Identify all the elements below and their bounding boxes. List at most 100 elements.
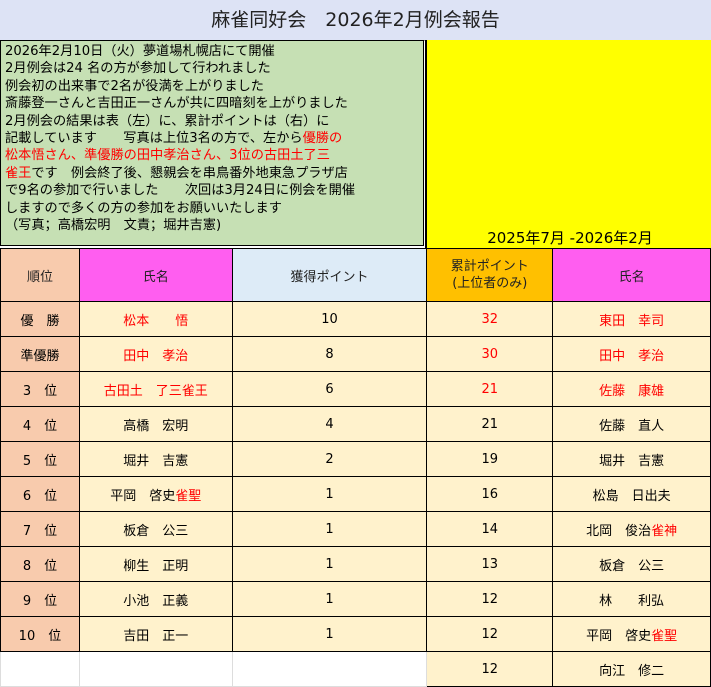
cumulative-cell: 16	[426, 476, 554, 512]
cum-name-cell-text: 堀井 吉憲	[599, 453, 665, 469]
name-cell-text: 板倉 公三	[123, 523, 189, 539]
cum-name-cell-text: 田中 孝治	[599, 348, 665, 364]
cum-name-cell-text: 松島 日出夫	[592, 488, 671, 504]
cumulative-cell: 12	[426, 581, 554, 617]
rank-cell: 7 位	[0, 511, 80, 547]
cum-name-cell: 東田 幸司	[552, 301, 711, 337]
points-cell-text: 1	[325, 626, 334, 642]
cumulative-cell-text: 16	[481, 486, 499, 502]
cum-name-cell-text: 林 利弘	[599, 593, 665, 609]
name-cell: 平岡 啓史雀聖	[78, 476, 233, 512]
header-name: 氏名	[78, 248, 233, 302]
rank-cell-text: 準優勝	[20, 348, 60, 364]
table-row: 3 位 古田土 了三雀王 6 21 佐藤 康雄	[0, 371, 711, 407]
table-row: 優 勝 松本 悟 10 32 東田 幸司	[0, 301, 711, 337]
points-cell-text: 1	[325, 591, 334, 607]
results-table: 順位 氏名 獲得ポイント 累計ポイント (上位者のみ) 氏名 優 勝 松本 悟 10…	[0, 248, 711, 687]
cum-name-cell: 田中 孝治	[552, 336, 711, 372]
cum-name-cell-text: 板倉 公三	[599, 558, 665, 574]
points-cell	[231, 651, 428, 687]
points-cell-text: 1	[325, 486, 334, 502]
name-cell: 小池 正義	[78, 581, 233, 617]
table-row: 5 位 堀井 吉憲 2 19 堀井 吉憲	[0, 441, 711, 477]
cum-name-cell: 林 利弘	[552, 581, 711, 617]
notice-text-start: 2026年2月10日（火）夢道場札幌店にて開催 2月例会は24 名の方が参加して…	[5, 44, 348, 147]
cumulative-cell: 12	[426, 616, 554, 652]
cum-name-cell-text: 北岡 俊治	[586, 523, 652, 539]
rank-cell-text: 6 位	[22, 488, 58, 504]
points-cell: 6	[231, 371, 428, 407]
table-row: 7 位 板倉 公三 1 14 北岡 俊治雀神	[0, 511, 711, 547]
cum-name-cell: 北岡 俊治雀神	[552, 511, 711, 547]
name-cell-text: 柳生 正明	[123, 558, 189, 574]
table-row: 8 位 柳生 正明 1 13 板倉 公三	[0, 546, 711, 582]
title-suffix: 雀聖	[175, 488, 202, 504]
points-cell-text: 1	[325, 556, 334, 572]
title-suffix: 雀聖	[651, 628, 678, 644]
cum-name-cell-text: 佐藤 康雄	[599, 383, 665, 399]
notice-text-end: です 例会終了後、懇親会を串鳥番外地東急プラザ店 で9名の参加で行いました 次回…	[5, 165, 356, 234]
cum-name-cell: 堀井 吉憲	[552, 441, 711, 477]
cumulative-cell-text: 12	[481, 626, 499, 642]
notice-text: 2026年2月10日（火）夢道場札幌店にて開催 2月例会は24 名の方が参加して…	[0, 40, 424, 246]
header-rank: 順位	[0, 248, 80, 302]
cumulative-cell: 13	[426, 546, 554, 582]
name-cell: 田中 孝治	[78, 336, 233, 372]
points-cell-text: 1	[325, 521, 334, 537]
notice-highlight: 優勝の 松本悟さん、準優勝の田中孝治さん、3位の古田土了三 雀王	[5, 131, 343, 181]
rank-cell: 8 位	[0, 546, 80, 582]
points-cell: 1	[231, 511, 428, 547]
name-cell: 吉田 正一	[78, 616, 233, 652]
name-cell: 高橋 宏明	[78, 406, 233, 442]
rank-cell: 3 位	[0, 371, 80, 407]
rank-cell-text: 3 位	[22, 383, 58, 399]
rank-cell: 9 位	[0, 581, 80, 617]
points-cell-text: 10	[321, 311, 338, 327]
rank-cell: 5 位	[0, 441, 80, 477]
cumulative-cell-text: 21	[481, 381, 499, 397]
cumulative-cell-text: 32	[481, 311, 499, 327]
header-cumulative: 累計ポイント (上位者のみ)	[426, 248, 554, 302]
rank-cell-text: 8 位	[22, 558, 58, 574]
table-row: 準優勝 田中 孝治 8 30 田中 孝治	[0, 336, 711, 372]
points-cell: 1	[231, 581, 428, 617]
cum-name-cell-text: 向江 修二	[599, 663, 665, 679]
cumulative-cell-text: 13	[481, 556, 499, 572]
cumulative-cell-text: 12	[481, 661, 499, 677]
period-panel: 2025年7月 -2026年2月	[425, 40, 711, 248]
rank-cell: 優 勝	[0, 301, 80, 337]
rank-cell: 4 位	[0, 406, 80, 442]
cumulative-cell: 19	[426, 441, 554, 477]
name-cell: 松本 悟	[78, 301, 233, 337]
name-cell	[78, 651, 233, 687]
rank-cell: 準優勝	[0, 336, 80, 372]
cumulative-cell-text: 19	[481, 451, 499, 467]
cum-name-cell-text: 平岡 啓史	[586, 628, 652, 644]
table-row: 4 位 高橋 宏明 4 21 佐藤 直人	[0, 406, 711, 442]
cumulative-cell: 21	[426, 371, 554, 407]
rank-cell-text: 5 位	[22, 453, 58, 469]
header-points: 獲得ポイント	[231, 248, 428, 302]
rank-cell	[0, 651, 80, 687]
cum-name-cell: 板倉 公三	[552, 546, 711, 582]
cumulative-cell: 21	[426, 406, 554, 442]
table-row: 6 位 平岡 啓史雀聖 1 16 松島 日出夫	[0, 476, 711, 512]
cumulative-cell: 14	[426, 511, 554, 547]
name-cell-text: 小池 正義	[123, 593, 189, 609]
cum-name-cell: 佐藤 康雄	[552, 371, 711, 407]
name-cell: 堀井 吉憲	[78, 441, 233, 477]
cum-name-cell-text: 東田 幸司	[599, 313, 665, 329]
points-cell: 1	[231, 616, 428, 652]
cum-name-cell: 佐藤 直人	[552, 406, 711, 442]
points-cell: 1	[231, 476, 428, 512]
rank-cell-text: 4 位	[22, 418, 58, 434]
points-cell-text: 6	[325, 381, 334, 397]
points-cell-text: 2	[325, 451, 334, 467]
name-cell-text: 吉田 正一	[123, 628, 189, 644]
period-label: 2025年7月 -2026年2月	[487, 229, 653, 247]
cum-name-cell: 松島 日出夫	[552, 476, 711, 512]
name-cell: 古田土 了三雀王	[78, 371, 233, 407]
points-cell: 10	[231, 301, 428, 337]
rank-cell-text: 9 位	[22, 593, 58, 609]
points-cell: 8	[231, 336, 428, 372]
